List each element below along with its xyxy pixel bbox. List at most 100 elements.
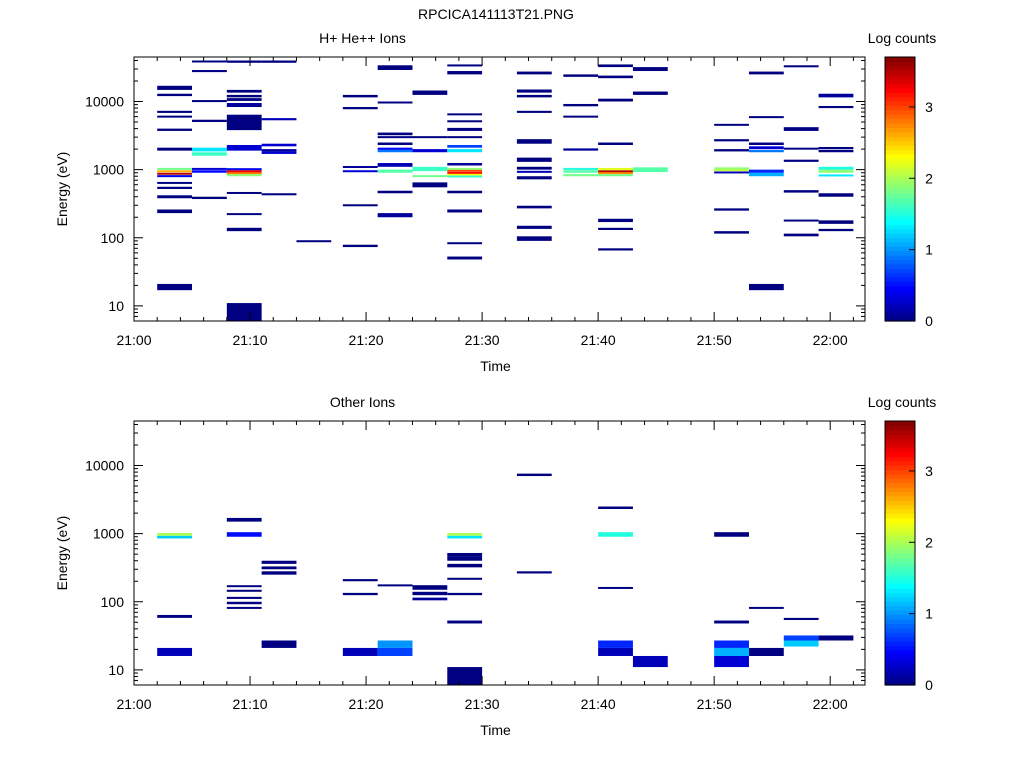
colorbar-segment: [885, 500, 915, 506]
heatmap-cell: [632, 655, 668, 668]
heatmap-cell: [261, 149, 297, 152]
colorbar-segment: [885, 197, 915, 203]
heatmap-cell: [714, 231, 749, 234]
colorbar-segment: [885, 219, 915, 225]
colorbar-segment: [885, 57, 915, 62]
heatmap-cell: [226, 213, 262, 216]
heatmap-cell: [157, 110, 193, 113]
heatmap-cell: [377, 101, 413, 104]
y-tick-label: 10: [108, 298, 124, 314]
heatmap-cell: [818, 635, 854, 641]
colorbar-segment: [885, 575, 915, 580]
colorbar-segment: [885, 460, 915, 466]
heatmap-cell: [157, 195, 193, 199]
heatmap-cell: [342, 592, 378, 596]
colorbar-segment: [885, 316, 915, 322]
heatmap-cell: [818, 220, 854, 224]
colorbar-segment: [885, 548, 915, 554]
heatmap-cell: [516, 473, 552, 477]
colorbar-segment: [885, 299, 915, 304]
heatmap-cell: [748, 116, 784, 119]
heatmap-cell: [598, 586, 633, 589]
heatmap-cell: [563, 74, 599, 77]
colorbar-label: Log counts: [868, 30, 937, 46]
colorbar-segment: [885, 654, 915, 660]
heatmap-cell: [598, 98, 633, 102]
heatmap-cell: [598, 506, 633, 509]
heatmap-cell: [226, 114, 262, 131]
colorbar-segment: [885, 482, 915, 488]
colorbar-segment: [885, 561, 915, 567]
colorbar-segment: [885, 92, 915, 98]
heatmap-cell: [412, 90, 448, 95]
heatmap-cell: [447, 175, 483, 178]
heatmap-cell: [157, 128, 193, 131]
colorbar-segment: [885, 421, 915, 426]
heatmap-cell: [598, 170, 633, 173]
colorbar-segment: [885, 429, 915, 435]
colorbar-segment: [885, 211, 915, 216]
colorbar-segment: [885, 224, 915, 230]
heatmap-cell: [342, 579, 378, 582]
colorbar-segment: [885, 228, 915, 234]
heatmap-cell: [598, 248, 633, 251]
heatmap-cell: [192, 147, 227, 152]
heatmap-cell: [157, 172, 193, 175]
heatmap-cell: [447, 533, 483, 536]
heatmap-cell: [412, 149, 448, 153]
colorbar-segment: [885, 255, 915, 260]
colorbar-segment: [885, 246, 915, 252]
colorbar-segment: [885, 570, 915, 576]
heatmap-cell: [714, 647, 749, 656]
heatmap-cell: [447, 556, 483, 561]
heatmap-cell: [714, 149, 749, 152]
heatmap-cell: [516, 225, 552, 229]
y-tick-label: 1000: [93, 526, 124, 542]
heatmap-cell: [157, 647, 193, 656]
heatmap-cell: [261, 143, 297, 147]
heatmap-cell: [748, 172, 784, 177]
x-tick-label: 21:10: [233, 332, 268, 348]
heatmap-cell: [447, 173, 483, 176]
colorbar-segment: [885, 619, 915, 624]
colorbar-segment: [885, 636, 915, 642]
heatmap-cell: [261, 566, 297, 570]
colorbar-segment: [885, 522, 915, 528]
colorbar-segment: [885, 553, 915, 558]
heatmap-cell: [226, 532, 262, 537]
colorbar-segment: [885, 290, 915, 296]
colorbar-segment: [885, 513, 915, 519]
heatmap-cell: [748, 146, 784, 150]
panel-other-ions: 21:00 21:10 21:20 21:30 21:40 21:50 22:00 10 100…: [54, 394, 866, 738]
heatmap-cell: [377, 647, 413, 656]
heatmap-cell: [192, 170, 227, 173]
heatmap-cell: [226, 517, 262, 522]
heatmap-cell: [447, 71, 483, 75]
heatmap-cell: [261, 640, 297, 648]
colorbar-frame: [884, 56, 916, 322]
heatmap-cell: [157, 209, 193, 214]
heatmap-cell: [447, 127, 483, 131]
x-tick-label: 21:50: [697, 332, 732, 348]
heatmap-cell: [748, 71, 784, 75]
colorbar-segment: [885, 544, 915, 550]
colorbar-segment: [885, 641, 915, 646]
heatmap-cell: [447, 144, 483, 148]
heatmap-cell: [447, 163, 483, 166]
heatmap-cell: [226, 601, 262, 605]
x-tick-label: 21:30: [465, 332, 500, 348]
heatmap-cell: [226, 144, 262, 151]
heatmap-cell: [447, 190, 483, 194]
colorbar-label: Log counts: [868, 394, 937, 410]
heatmap-cell: [157, 181, 193, 184]
heatmap-cell: [377, 190, 413, 194]
heatmap-cell: [516, 139, 552, 144]
heatmap-cell: [783, 65, 819, 68]
colorbar-tick-label: 1: [925, 242, 933, 258]
heatmap-cell: [714, 640, 749, 648]
heatmap-cell: [377, 142, 413, 145]
panel-h-he-ions: 21:00 21:10 21:20 21:30 21:40 21:50 22:00 10 100…: [54, 30, 866, 374]
colorbar-segment: [885, 526, 915, 532]
colorbar-segment: [885, 663, 915, 668]
colorbar-tick-label: 0: [925, 677, 933, 693]
